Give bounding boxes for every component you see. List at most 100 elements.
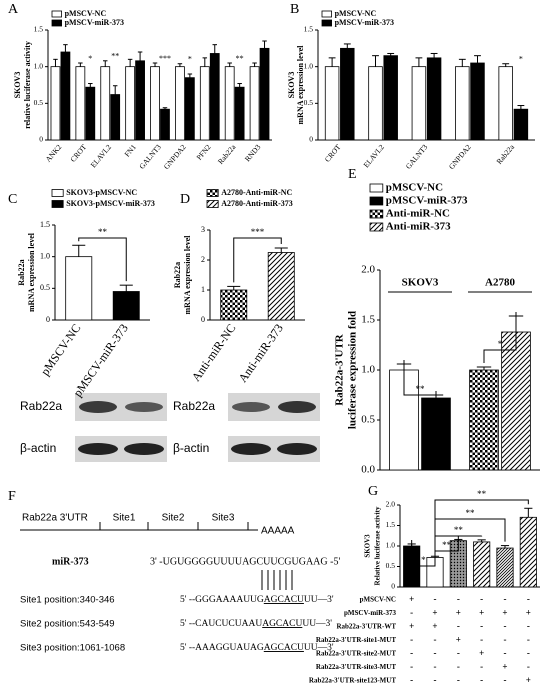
x-tick-label: RND3	[243, 142, 263, 163]
condition-mark: -	[480, 621, 483, 631]
significance: **	[477, 489, 487, 499]
y-tick-label: 0.5	[34, 98, 44, 107]
y-axis-label: Relative luciferase activity	[374, 506, 382, 585]
condition-mark: +	[502, 608, 507, 618]
y-axis-label: relative luciferase activity	[23, 41, 32, 129]
condition-name: Rab22a-3'UTR-WT	[336, 623, 396, 631]
condition-mark: +	[409, 594, 414, 604]
bar	[125, 66, 136, 141]
y-axis-label: mRNA expression level	[27, 232, 36, 312]
significance: *	[519, 55, 523, 64]
blot-label: Rab22a	[20, 399, 62, 413]
x-tick-label: pMSCV-NC	[38, 321, 84, 378]
panel-label: B	[290, 2, 299, 17]
bar	[368, 66, 383, 141]
condition-mark: +	[479, 648, 484, 658]
legend-swatch	[321, 10, 333, 18]
legend-label: pMSCV-NC	[65, 9, 107, 18]
condition-name: Rab22a-3'UTR-site2-MUT	[316, 650, 396, 658]
condition-mark: -	[504, 648, 507, 658]
site-seq: 5' --GGGAAAAUUGAGCACUUU—3'	[180, 595, 334, 605]
condition-mark: -	[504, 675, 507, 685]
condition-mark: -	[457, 594, 460, 604]
condition-mark: -	[434, 594, 437, 604]
condition-mark: -	[434, 635, 437, 645]
condition-mark: -	[410, 635, 413, 645]
y-axis-label: luciferase expression fold	[347, 311, 359, 429]
legend-label: SKOV3-pMSCV-NC	[66, 188, 137, 197]
bar	[426, 57, 442, 141]
seq-part: UU—3'	[302, 619, 332, 629]
bar	[473, 541, 491, 588]
condition-mark: +	[432, 621, 437, 631]
condition-mark: -	[457, 675, 460, 685]
condition-mark: -	[480, 594, 483, 604]
x-tick-label: CROT	[68, 142, 88, 163]
significance: ***	[159, 54, 171, 63]
condition-mark: -	[527, 662, 530, 672]
bar	[421, 397, 451, 471]
bracket	[233, 237, 282, 283]
x-tick-label: ANK2	[44, 142, 64, 163]
condition-mark: -	[504, 621, 507, 631]
legend-label: pMSCV-miR-373	[386, 195, 468, 207]
significance: *	[88, 54, 92, 63]
blot-band	[124, 443, 164, 455]
y-tick-label: 0.5	[40, 283, 50, 292]
condition-mark: +	[479, 608, 484, 618]
bar	[340, 47, 355, 141]
legend-label: pMSCV-NC	[386, 182, 443, 194]
condition-mark: -	[527, 635, 530, 645]
panel-label: G	[368, 484, 378, 499]
pairing-lines	[261, 570, 293, 590]
x-tick-label: GALNT3	[137, 142, 163, 170]
condition-mark: -	[527, 621, 530, 631]
x-tick-label: Anti-miR-NC	[189, 321, 239, 384]
y-axis-label: SKOV3	[13, 72, 22, 99]
x-tick-label: GNPDA2	[447, 142, 473, 171]
condition-mark: +	[526, 608, 531, 618]
y-tick-label: 0.0	[361, 464, 375, 476]
y-tick-label: 3	[201, 225, 205, 234]
condition-name: Rab22a-3'UTR-site1-MUT	[316, 636, 396, 644]
bracket	[411, 539, 436, 567]
bar	[150, 66, 160, 141]
bar	[496, 547, 514, 588]
site-label: Site1	[113, 513, 136, 524]
bar	[470, 62, 485, 141]
seq-part: 5' --AAAGGUAUAG	[180, 643, 264, 653]
legend-swatch	[321, 19, 333, 27]
group-label: SKOV3	[402, 277, 439, 289]
condition-mark: -	[457, 662, 460, 672]
bar	[199, 66, 210, 141]
bar	[112, 291, 140, 321]
legend-label: A2780-Anti-miR-NC	[221, 188, 292, 197]
significance: **	[98, 227, 108, 237]
bar	[455, 66, 470, 141]
y-axis-label: SKOV3	[364, 534, 372, 558]
x-tick-label: PFN2	[194, 142, 212, 161]
bracket	[483, 312, 517, 363]
panel-label: F	[8, 489, 16, 504]
legend-swatch	[51, 189, 64, 197]
condition-mark: +	[502, 662, 507, 672]
x-tick-label: Rab22a	[495, 142, 517, 166]
blot-band	[125, 402, 163, 412]
blot-band	[231, 443, 271, 455]
y-axis-label: Rab22a-3'UTR	[334, 333, 346, 406]
panel-label: C	[8, 192, 17, 207]
bar	[220, 289, 248, 321]
condition-mark: -	[457, 648, 460, 658]
bar	[324, 66, 340, 141]
bar	[234, 86, 245, 141]
y-tick-label: 0	[201, 315, 205, 324]
group-label: A2780	[485, 277, 515, 289]
mirna-seq: 3' -UGUGGGGUUUUAGCUUCGUGAAG -5'	[150, 556, 340, 567]
x-tick-label: Anti-miR-373	[235, 321, 285, 385]
x-tick-label: CROT	[323, 142, 343, 163]
y-tick-label: 1.5	[34, 25, 44, 34]
y-axis-label: SKOV3	[287, 72, 296, 99]
y-tick-label: 1.0	[34, 61, 44, 70]
bar	[85, 86, 96, 141]
panel-label: D	[180, 192, 190, 207]
